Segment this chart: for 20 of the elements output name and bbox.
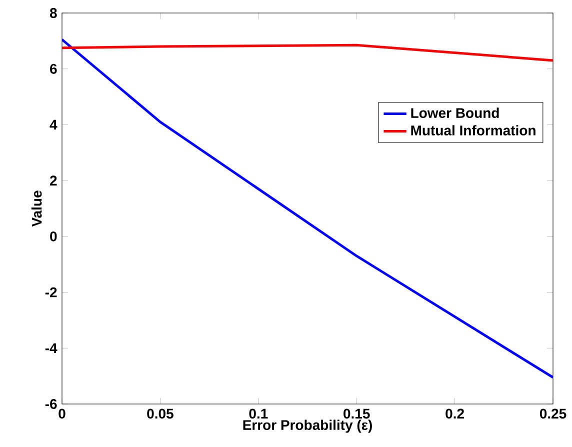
y-tick-label: -6 xyxy=(45,399,57,409)
y-axis-title: Value xyxy=(31,190,42,227)
legend-label: Mutual Information xyxy=(411,125,536,136)
x-tick-label: 0.2 xyxy=(446,408,464,419)
y-tick-label: 8 xyxy=(50,8,57,18)
y-tick-label: 6 xyxy=(50,64,57,74)
x-tick-label: 0.1 xyxy=(249,408,268,419)
x-tick-label: 0.05 xyxy=(147,408,174,419)
line-series xyxy=(62,44,554,62)
x-tick-label: 0.25 xyxy=(540,408,566,419)
y-tick-label: -2 xyxy=(45,287,57,298)
x-axis-title: Error Probability (ε) xyxy=(243,420,372,433)
y-tick-label: 0 xyxy=(50,231,57,242)
line-series xyxy=(62,38,554,379)
x-tick-label: 0.15 xyxy=(344,408,370,419)
y-tick-label: -4 xyxy=(45,343,58,353)
y-tick-label: 2 xyxy=(50,176,57,186)
x-tick-label: 0 xyxy=(58,408,66,419)
legend-label: Lower Bound xyxy=(411,108,499,118)
y-tick-label: 4 xyxy=(50,120,58,130)
